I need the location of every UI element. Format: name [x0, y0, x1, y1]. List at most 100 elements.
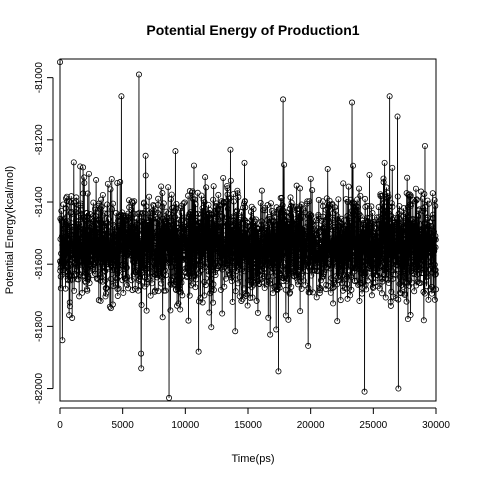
- data-point: [236, 223, 243, 230]
- data-point: [414, 213, 421, 220]
- data-point: [425, 296, 432, 303]
- data-point: [65, 248, 72, 255]
- x-tick-label: 20000: [297, 420, 325, 431]
- data-point: [180, 200, 187, 207]
- y-tick-label: -81600: [34, 248, 45, 280]
- data-point: [69, 314, 76, 321]
- data-point: [403, 228, 410, 235]
- data-point: [377, 258, 384, 265]
- data-point: [167, 307, 174, 314]
- data-point: [76, 293, 83, 300]
- data-point: [173, 205, 180, 212]
- y-axis: -82000 -81800 -81600 -81400 -81200 -81000: [34, 62, 54, 404]
- data-point: [374, 229, 381, 236]
- data-point: [288, 283, 295, 290]
- data-point: [90, 199, 97, 206]
- data-point: [254, 309, 261, 316]
- data-point: [399, 274, 406, 281]
- data-point: [407, 201, 414, 208]
- data-point: [219, 310, 226, 317]
- data-point: [365, 214, 372, 221]
- data-point: [261, 273, 268, 280]
- data-point: [234, 187, 241, 194]
- data-point: [386, 93, 393, 100]
- data-point: [432, 271, 439, 278]
- data-point: [114, 179, 121, 186]
- data-point: [336, 226, 343, 233]
- data-point: [267, 200, 274, 207]
- data-point: [143, 307, 150, 314]
- data-point: [244, 219, 251, 226]
- data-point: [334, 318, 341, 325]
- data-point: [150, 201, 157, 208]
- data-point: [157, 248, 164, 255]
- data-point: [273, 326, 280, 333]
- data-point: [136, 231, 143, 238]
- data-point: [138, 210, 145, 217]
- data-point: [115, 285, 122, 292]
- data-point: [345, 255, 352, 262]
- data-point: [85, 170, 92, 177]
- data-point: [217, 286, 224, 293]
- data-point: [404, 269, 411, 276]
- data-point: [226, 235, 233, 242]
- data-point: [415, 207, 422, 214]
- data-point: [341, 267, 348, 274]
- data-point: [356, 185, 363, 192]
- data-point: [295, 271, 302, 278]
- data-point: [376, 285, 383, 292]
- data-point: [432, 232, 439, 239]
- data-point: [431, 267, 438, 274]
- data-point: [356, 211, 363, 218]
- x-axis: 0 5000 10000 15000 20000 25000 30000: [57, 407, 450, 431]
- data-point: [107, 247, 114, 254]
- data-point: [165, 215, 172, 222]
- data-point: [220, 174, 227, 181]
- data-point: [103, 246, 110, 253]
- data-point: [177, 306, 184, 313]
- data-point: [360, 219, 367, 226]
- y-axis-label: Potential Energy(kcal/mol): [4, 166, 16, 294]
- data-point: [224, 182, 231, 189]
- data-point: [291, 245, 298, 252]
- data-point: [146, 193, 153, 200]
- data-point: [257, 199, 264, 206]
- data-point: [391, 252, 398, 259]
- data-point: [414, 278, 421, 285]
- data-point: [239, 266, 246, 273]
- data-point: [227, 177, 234, 184]
- data-point: [78, 207, 85, 214]
- data-point: [310, 218, 317, 225]
- data-point: [120, 289, 127, 296]
- data-point: [266, 277, 273, 284]
- data-point: [189, 188, 196, 195]
- data-point: [308, 219, 315, 226]
- data-point: [284, 276, 291, 283]
- data-point: [353, 221, 360, 228]
- data-point: [185, 228, 192, 235]
- data-point: [115, 241, 122, 248]
- data-point: [220, 199, 227, 206]
- data-point: [199, 205, 206, 212]
- data-point: [420, 317, 427, 324]
- data-point: [258, 187, 265, 194]
- data-point: [122, 275, 129, 282]
- data-point: [381, 228, 388, 235]
- data-point: [128, 241, 135, 248]
- data-point: [85, 273, 92, 280]
- data-point: [139, 210, 146, 217]
- data-point: [417, 250, 424, 257]
- data-point: [132, 286, 139, 293]
- data-point: [192, 284, 199, 291]
- data-point: [104, 226, 111, 233]
- data-point: [200, 223, 207, 230]
- data-point: [148, 280, 155, 287]
- data-point: [68, 272, 75, 279]
- data-point: [189, 263, 196, 270]
- data-point: [322, 240, 329, 247]
- data-point: [373, 271, 380, 278]
- data-point: [116, 273, 123, 280]
- data-point: [424, 197, 431, 204]
- data-point: [219, 212, 226, 219]
- data-point: [270, 265, 277, 272]
